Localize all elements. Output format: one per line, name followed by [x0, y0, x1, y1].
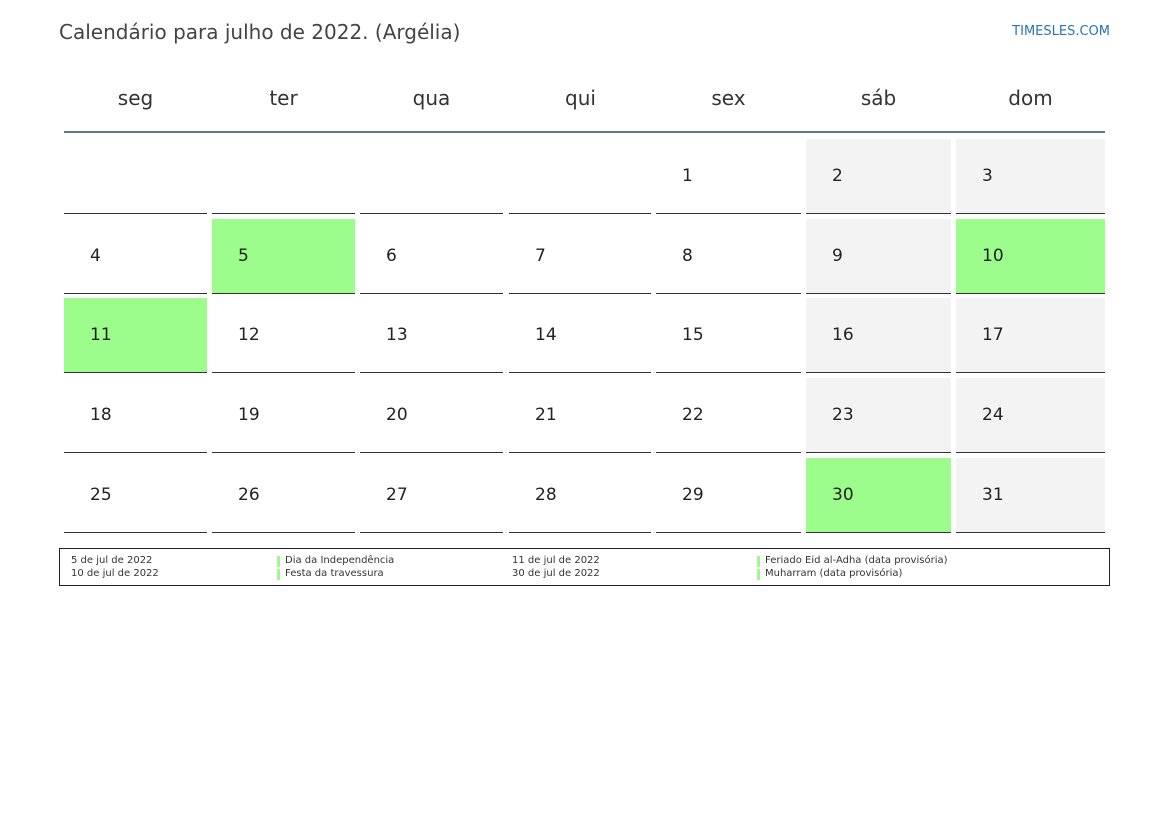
- day-cell: 2: [806, 139, 951, 214]
- day-number: 30: [832, 485, 854, 505]
- day-cell: 22: [656, 378, 801, 453]
- day-cell: 30: [806, 458, 951, 533]
- day-number: 22: [682, 405, 704, 425]
- day-number: 26: [238, 485, 260, 505]
- day-number: 2: [832, 166, 843, 186]
- weekday-label: qua: [412, 86, 451, 110]
- day-number: 11: [90, 325, 112, 345]
- day-number: 20: [386, 405, 408, 425]
- day-number: 31: [982, 485, 1004, 505]
- day-number: 19: [238, 405, 260, 425]
- empty-day-cell: [360, 139, 503, 214]
- empty-day-cell: [509, 139, 651, 214]
- legend-color-marker: [757, 569, 760, 580]
- day-cell: 9: [806, 219, 951, 294]
- weekday-label: ter: [269, 86, 298, 110]
- brand-link[interactable]: TIMESLES.COM: [1012, 24, 1110, 39]
- legend-color-marker: [757, 556, 760, 567]
- day-number: 23: [832, 405, 854, 425]
- day-number: 18: [90, 405, 112, 425]
- day-number: 3: [982, 166, 993, 186]
- weekday-label: sex: [711, 86, 746, 110]
- day-number: 29: [682, 485, 704, 505]
- day-cell: 4: [64, 219, 207, 294]
- day-cell: 19: [212, 378, 355, 453]
- day-cell: 13: [360, 298, 503, 373]
- day-cell: 7: [509, 219, 651, 294]
- day-cell: 5: [212, 219, 355, 294]
- day-number: 25: [90, 485, 112, 505]
- day-cell: 27: [360, 458, 503, 533]
- weekday-label: qui: [565, 86, 596, 110]
- day-number: 28: [535, 485, 557, 505]
- day-number: 9: [832, 246, 843, 266]
- legend-holiday-name: Muharram (data provisória): [765, 568, 903, 579]
- day-number: 14: [535, 325, 557, 345]
- holiday-legend: 5 de jul de 2022 Dia da Independência 11…: [59, 548, 1110, 586]
- legend-date: 10 de jul de 2022: [71, 568, 159, 579]
- day-number: 7: [535, 246, 546, 266]
- day-cell: 18: [64, 378, 207, 453]
- day-number: 27: [386, 485, 408, 505]
- day-number: 12: [238, 325, 260, 345]
- day-number: 24: [982, 405, 1004, 425]
- day-cell: 26: [212, 458, 355, 533]
- legend-date: 5 de jul de 2022: [71, 555, 153, 566]
- day-number: 1: [682, 166, 693, 186]
- day-number: 21: [535, 405, 557, 425]
- day-cell: 1: [656, 139, 801, 214]
- day-cell: 11: [64, 298, 207, 373]
- day-number: 17: [982, 325, 1004, 345]
- header-divider: [64, 131, 1105, 133]
- day-cell: 25: [64, 458, 207, 533]
- weekday-label: dom: [1008, 86, 1053, 110]
- day-cell: 14: [509, 298, 651, 373]
- day-cell: 23: [806, 378, 951, 453]
- day-number: 10: [982, 246, 1004, 266]
- legend-holiday-name: Feriado Eid al-Adha (data provisória): [765, 555, 948, 566]
- empty-day-cell: [64, 139, 207, 214]
- day-cell: 8: [656, 219, 801, 294]
- day-cell: 10: [956, 219, 1105, 294]
- day-cell: 17: [956, 298, 1105, 373]
- legend-holiday-name: Festa da travessura: [285, 568, 384, 579]
- day-number: 13: [386, 325, 408, 345]
- legend-holiday-name: Dia da Independência: [285, 555, 395, 566]
- day-cell: 31: [956, 458, 1105, 533]
- day-cell: 24: [956, 378, 1105, 453]
- day-cell: 29: [656, 458, 801, 533]
- day-cell: 28: [509, 458, 651, 533]
- day-cell: 21: [509, 378, 651, 453]
- legend-date: 30 de jul de 2022: [512, 568, 600, 579]
- day-cell: 15: [656, 298, 801, 373]
- empty-day-cell: [212, 139, 355, 214]
- legend-color-marker: [277, 569, 280, 580]
- weekday-label: seg: [117, 86, 154, 110]
- day-cell: 3: [956, 139, 1105, 214]
- day-cell: 6: [360, 219, 503, 294]
- day-number: 8: [682, 246, 693, 266]
- day-number: 16: [832, 325, 854, 345]
- day-cell: 16: [806, 298, 951, 373]
- day-number: 5: [238, 246, 249, 266]
- day-cell: 20: [360, 378, 503, 453]
- weekday-header: seg ter qua qui sex sáb dom: [64, 78, 1105, 118]
- legend-date: 11 de jul de 2022: [512, 555, 600, 566]
- day-cell: 12: [212, 298, 355, 373]
- legend-color-marker: [277, 556, 280, 567]
- day-number: 15: [682, 325, 704, 345]
- day-number: 6: [386, 246, 397, 266]
- weekday-label: sáb: [860, 86, 897, 110]
- page-title: Calendário para julho de 2022. (Argélia): [59, 20, 461, 44]
- day-number: 4: [90, 246, 101, 266]
